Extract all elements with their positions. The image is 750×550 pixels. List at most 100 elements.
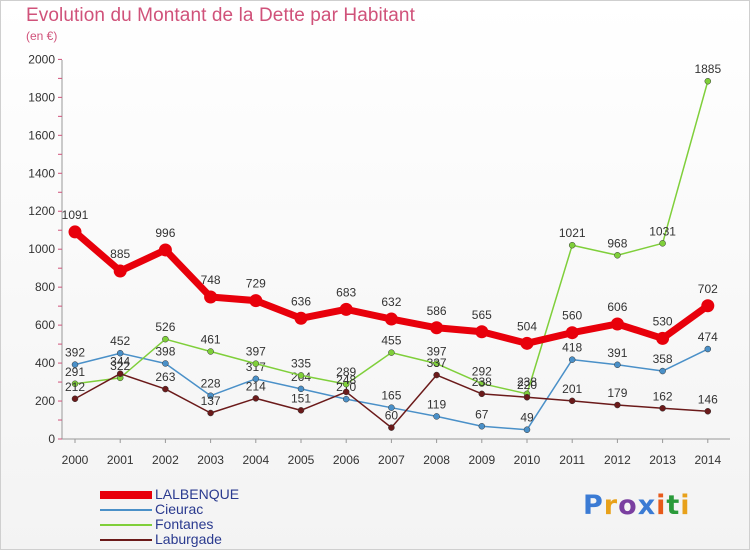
data-label: 461 (201, 333, 221, 347)
data-label: 137 (201, 394, 221, 408)
y-tick-label: 0 (48, 432, 55, 446)
logo-letter: x (637, 490, 657, 521)
logo-letter: P (583, 490, 604, 521)
data-label: 729 (246, 277, 266, 291)
x-tick-label: 2014 (694, 453, 721, 467)
x-tick-label: 2007 (378, 453, 405, 467)
y-tick-label: 400 (35, 356, 55, 370)
data-point (204, 290, 218, 304)
data-point (116, 349, 124, 357)
data-point (252, 395, 260, 402)
data-label: 263 (155, 370, 175, 384)
data-label: 201 (562, 382, 582, 396)
data-point (478, 423, 486, 430)
data-point (388, 424, 395, 431)
data-label: 238 (517, 375, 537, 389)
data-label: 228 (201, 377, 221, 391)
data-point (478, 380, 486, 387)
data-point (71, 361, 79, 368)
data-point (478, 390, 486, 398)
data-label: 67 (475, 407, 489, 421)
data-label: 504 (517, 319, 537, 333)
data-point (388, 404, 395, 411)
data-point (568, 397, 576, 405)
legend-label: Fontanes (155, 516, 214, 532)
x-tick-label: 2004 (242, 453, 269, 467)
data-label: 60 (385, 409, 399, 423)
x-tick-label: 2011 (559, 453, 585, 467)
data-point (659, 405, 666, 412)
data-label: 391 (607, 346, 627, 360)
data-label: 1021 (559, 226, 586, 240)
data-label: 119 (427, 397, 446, 411)
data-label: 179 (607, 386, 627, 400)
proxiti-logo: Proxiti (583, 490, 691, 521)
data-label: 560 (562, 309, 582, 323)
x-tick-label: 2010 (514, 453, 541, 467)
x-tick-label: 2003 (197, 453, 224, 467)
data-point (433, 360, 440, 367)
data-point (659, 367, 666, 375)
x-tick-label: 2000 (62, 453, 89, 467)
y-tick-label: 600 (35, 318, 55, 332)
data-point (162, 335, 169, 343)
data-label: 474 (698, 330, 718, 344)
data-label: 632 (381, 295, 401, 309)
data-label: 344 (110, 355, 130, 369)
data-point (294, 311, 308, 325)
x-tick-label: 2005 (288, 453, 315, 467)
data-label: 398 (155, 344, 175, 358)
y-tick-label: 1600 (28, 128, 55, 142)
data-point (523, 393, 531, 401)
data-point (207, 392, 214, 399)
data-label: 292 (472, 365, 492, 379)
data-point (297, 407, 305, 414)
y-tick-label: 1800 (28, 90, 55, 104)
data-point (523, 426, 531, 433)
data-label: 526 (155, 320, 175, 334)
data-label: 702 (698, 282, 718, 296)
data-point (614, 252, 621, 259)
data-point (568, 241, 576, 249)
data-label: 151 (291, 391, 311, 405)
data-label: 452 (110, 334, 130, 348)
data-label: 238 (472, 375, 492, 389)
chart-subtitle: (en €) (26, 29, 58, 43)
data-point (430, 321, 444, 335)
data-point (565, 326, 579, 340)
data-point (207, 348, 214, 355)
data-point (614, 401, 621, 409)
legend-swatch (100, 491, 152, 499)
data-point (342, 395, 350, 403)
series-lalbenque: 1091 885 996 748 729 636 683 632 586 565 504 560 606… (62, 208, 718, 350)
logo-letter: r (603, 490, 619, 521)
data-point (252, 375, 260, 383)
data-point (71, 380, 79, 388)
legend-item: LALBENQUE (100, 486, 320, 502)
data-point (384, 312, 398, 326)
y-tick-label: 1000 (28, 242, 55, 256)
data-label: 358 (653, 352, 673, 366)
data-label: 530 (653, 314, 673, 328)
logo-letter: i (656, 490, 667, 521)
y-tick-label: 800 (35, 280, 55, 294)
data-point (704, 77, 712, 85)
data-label: 968 (607, 236, 627, 250)
data-label: 392 (65, 346, 85, 360)
x-tick-label: 2009 (468, 453, 495, 467)
data-label: 683 (336, 285, 356, 299)
data-label: 322 (110, 359, 130, 373)
legend-label: Laburgade (155, 531, 222, 547)
data-label: 214 (246, 379, 266, 393)
data-point (113, 264, 127, 278)
data-point (704, 408, 712, 415)
data-label: 146 (698, 392, 718, 406)
data-point (659, 240, 666, 247)
data-label: 335 (291, 356, 311, 370)
data-label: 455 (381, 334, 401, 348)
data-point (68, 225, 82, 239)
y-tick-label: 1400 (28, 166, 55, 180)
data-point (158, 243, 172, 257)
data-point (207, 409, 214, 417)
